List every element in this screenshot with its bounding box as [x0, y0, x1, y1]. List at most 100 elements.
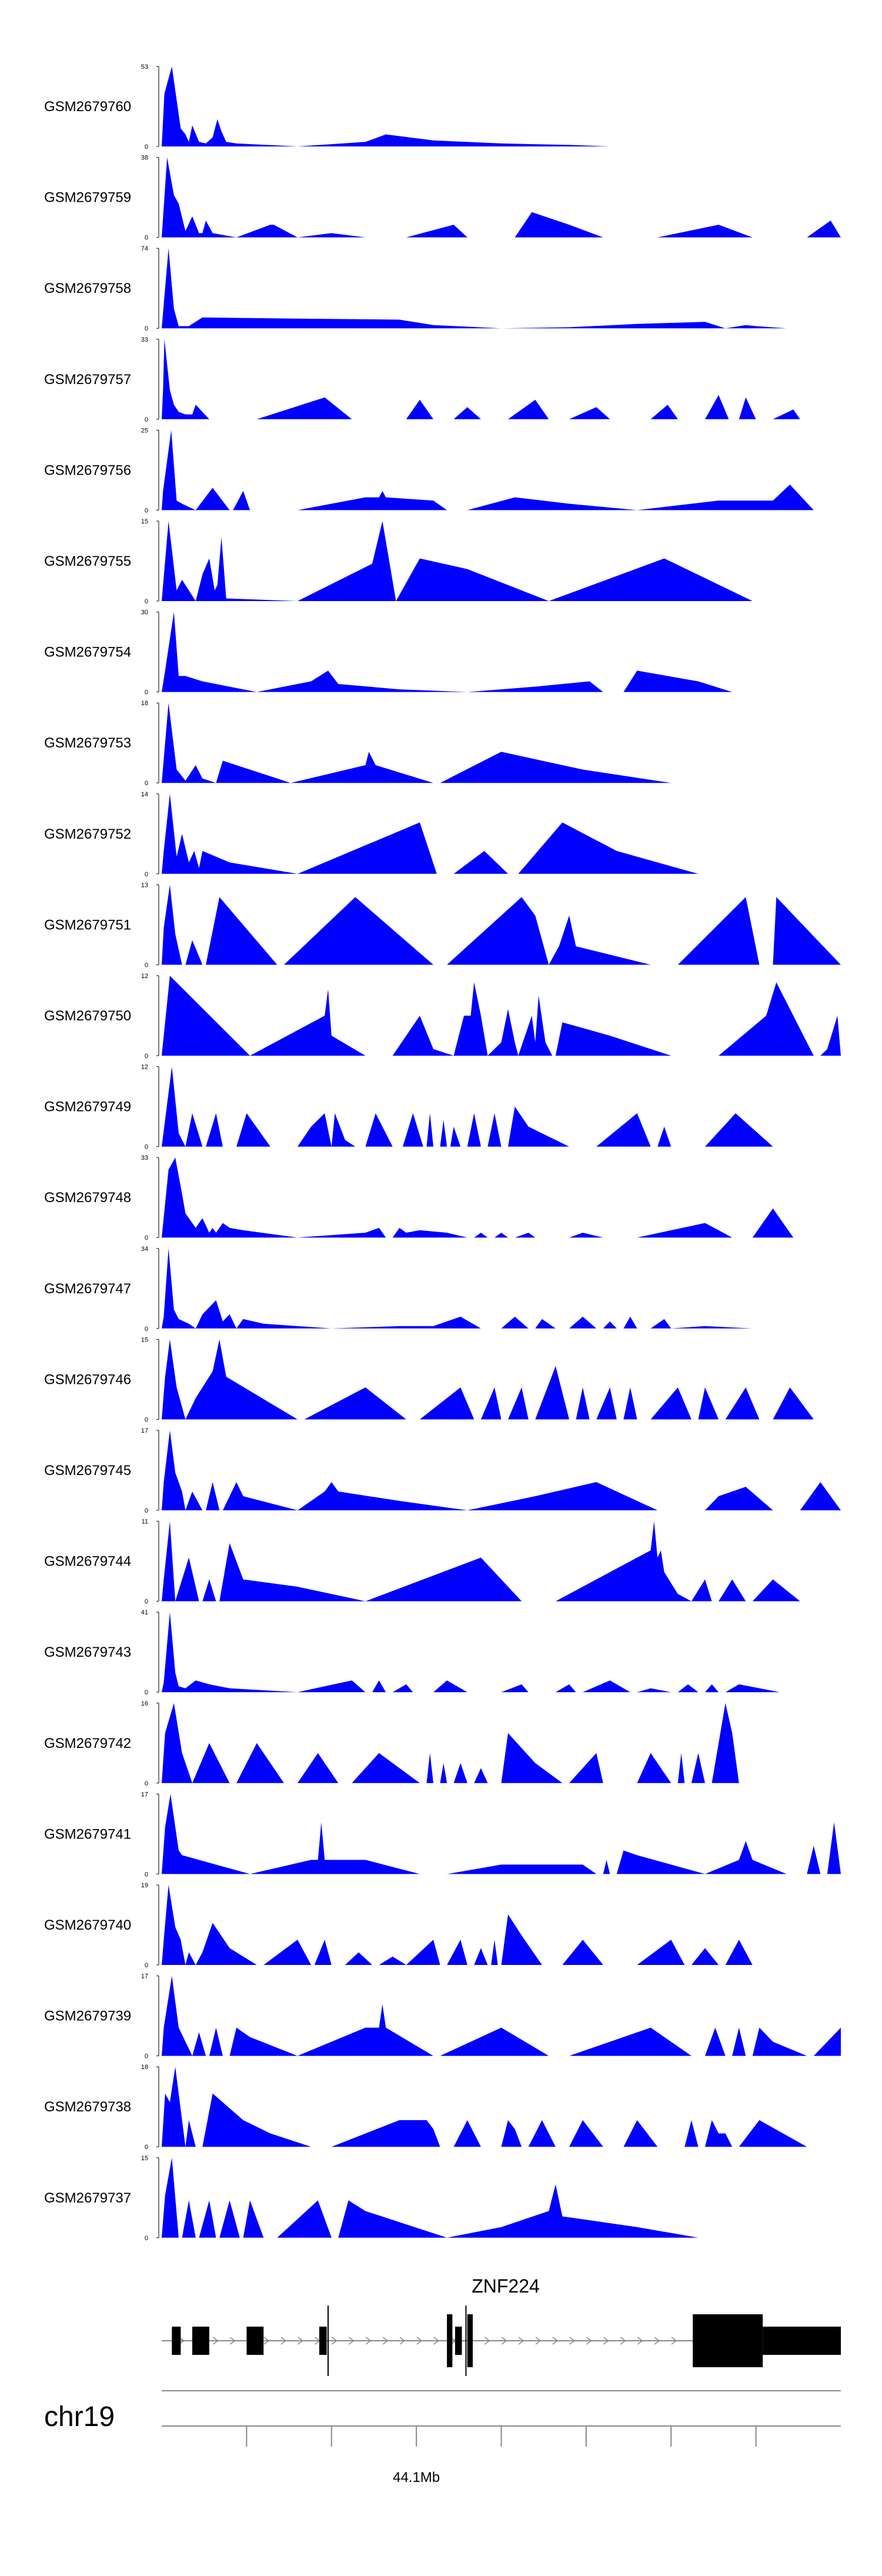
- track: GSM2679748 33 0: [44, 1154, 794, 1242]
- coverage-area: [162, 793, 699, 874]
- track-label: GSM2679758: [44, 281, 131, 296]
- track-label: GSM2679738: [44, 2099, 131, 2115]
- strand-arrow: [229, 2337, 236, 2345]
- track-label: GSM2679745: [44, 1463, 131, 1479]
- y-zero-label: 0: [145, 1507, 148, 1514]
- y-zero-label: 0: [145, 2235, 148, 2242]
- y-max-label: 38: [141, 155, 148, 162]
- y-max-label: 12: [141, 973, 148, 980]
- strand-arrow: [552, 2337, 559, 2345]
- y-zero-label: 0: [145, 1599, 148, 1606]
- exon-block: [192, 2327, 209, 2355]
- coverage-area: [162, 248, 814, 329]
- strand-arrow: [484, 2337, 490, 2345]
- strand-arrow: [501, 2337, 507, 2345]
- strand-arrow: [535, 2337, 542, 2345]
- exon-block: [319, 2327, 327, 2355]
- chromosome-label: chr19: [44, 2401, 115, 2432]
- y-max-label: 12: [141, 1064, 148, 1071]
- track-label: GSM2679759: [44, 190, 131, 206]
- track-label: GSM2679750: [44, 1008, 131, 1024]
- y-zero-label: 0: [145, 1780, 148, 1787]
- y-zero-label: 0: [145, 235, 148, 242]
- coverage-area: [162, 612, 733, 692]
- y-zero-label: 0: [145, 1053, 148, 1060]
- strand-arrow: [348, 2337, 355, 2345]
- y-max-label: 17: [141, 1427, 148, 1434]
- track-label: GSM2679752: [44, 826, 131, 842]
- coverage-area: [162, 1703, 773, 1783]
- track: GSM2679743 41 0: [44, 1609, 780, 1696]
- axis-tick-label: 44.1Mb: [393, 2470, 440, 2485]
- strand-arrow: [416, 2337, 423, 2345]
- y-zero-label: 0: [145, 1871, 148, 1878]
- track: GSM2679753 18 0: [44, 700, 671, 787]
- track-label: GSM2679757: [44, 372, 131, 388]
- track-label: GSM2679748: [44, 1190, 131, 1206]
- y-zero-label: 0: [145, 1144, 148, 1151]
- coverage-area: [162, 1976, 841, 2056]
- y-max-label: 11: [142, 1519, 148, 1526]
- y-max-label: 13: [141, 882, 148, 889]
- y-zero-label: 0: [145, 2053, 148, 2060]
- track-label: GSM2679755: [44, 553, 131, 569]
- track-label: GSM2679743: [44, 1644, 131, 1660]
- coverage-area: [162, 1066, 773, 1147]
- strand-arrow: [569, 2337, 576, 2345]
- track: GSM2679757 33 0: [44, 336, 800, 423]
- track: GSM2679739 17 0: [44, 1973, 841, 2060]
- y-max-label: 34: [141, 1246, 148, 1253]
- y-max-label: 14: [141, 791, 148, 798]
- track: GSM2679755 15 0: [44, 518, 753, 605]
- track: GSM2679752 14 0: [44, 791, 699, 878]
- coverage-area: [162, 66, 610, 146]
- y-zero-label: 0: [145, 780, 148, 787]
- y-zero-label: 0: [145, 416, 148, 423]
- track: GSM2679740 19 0: [44, 1882, 773, 1969]
- track: GSM2679760 53 0: [44, 64, 610, 151]
- y-zero-label: 0: [145, 1234, 148, 1242]
- track: GSM2679758 74 0: [44, 245, 814, 332]
- track-label: GSM2679737: [44, 2190, 131, 2206]
- y-zero-label: 0: [145, 1416, 148, 1423]
- track-label: GSM2679760: [44, 99, 131, 115]
- exon-block: [447, 2314, 453, 2367]
- track-label: GSM2679741: [44, 1826, 131, 1842]
- track: GSM2679756 25 0: [44, 427, 814, 514]
- strand-arrow: [280, 2337, 287, 2345]
- strand-arrow: [637, 2337, 643, 2345]
- coverage-area: [162, 1521, 800, 1601]
- y-zero-label: 0: [145, 1326, 148, 1333]
- strand-arrow: [654, 2337, 660, 2345]
- y-max-label: 30: [141, 609, 148, 616]
- y-max-label: 16: [141, 1700, 148, 1707]
- strand-arrow: [518, 2337, 524, 2345]
- track: GSM2679741 17 0: [44, 1791, 841, 1878]
- exon-block: [455, 2327, 462, 2355]
- coverage-area: [162, 1430, 841, 1510]
- strand-arrow: [365, 2337, 372, 2345]
- exon-block: [763, 2327, 841, 2355]
- exon-block: [246, 2327, 264, 2355]
- exon-block: [172, 2327, 181, 2355]
- track-label: GSM2679753: [44, 735, 131, 751]
- y-max-label: 53: [141, 64, 148, 71]
- strand-arrow: [298, 2337, 304, 2345]
- exon-block: [467, 2314, 473, 2367]
- y-zero-label: 0: [145, 598, 148, 605]
- strand-arrow: [620, 2337, 626, 2345]
- track-label: GSM2679754: [44, 645, 131, 660]
- y-zero-label: 0: [145, 689, 148, 696]
- y-max-label: 15: [141, 2155, 148, 2162]
- strand-arrow: [586, 2337, 592, 2345]
- track: GSM2679759 38 0: [44, 155, 841, 242]
- y-zero-label: 0: [145, 1689, 148, 1696]
- coverage-area: [162, 1248, 753, 1329]
- y-zero-label: 0: [145, 1962, 148, 1969]
- gene-track: ZNF224: [162, 2275, 841, 2376]
- strand-arrow: [382, 2337, 389, 2345]
- track: GSM2679751 13 0: [44, 882, 841, 969]
- track: GSM2679750 12 0: [44, 973, 841, 1060]
- coverage-area: [162, 1794, 841, 1874]
